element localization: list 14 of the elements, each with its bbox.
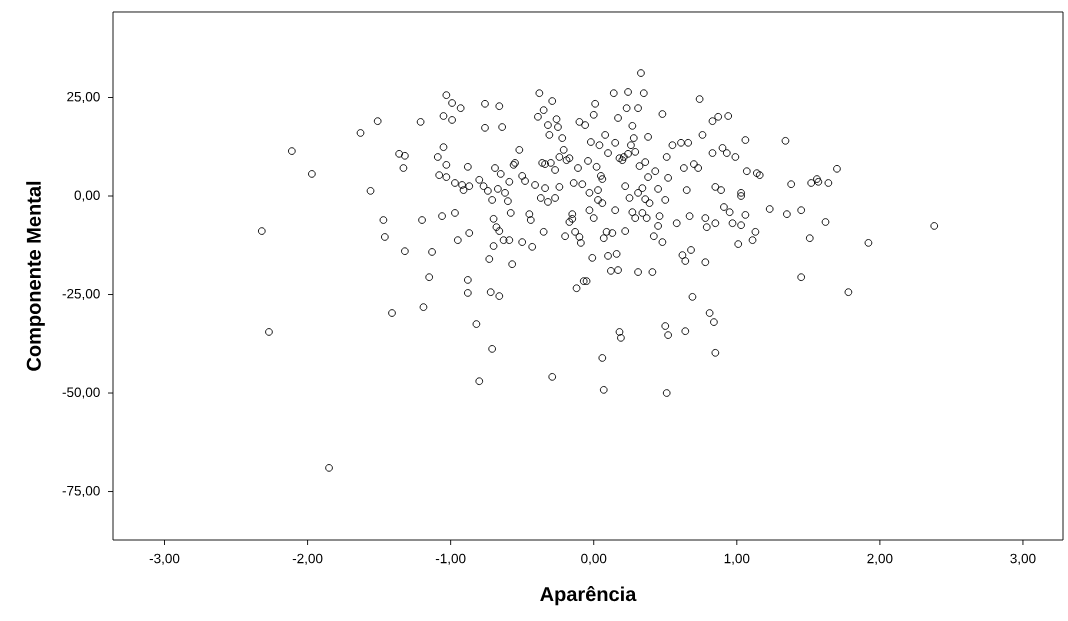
x-tick-label: -2,00 <box>292 553 323 565</box>
y-tick-label: -25,00 <box>62 288 100 301</box>
x-tick-label: 2,00 <box>867 553 893 565</box>
x-tick-label: 1,00 <box>724 553 750 565</box>
y-tick-label: 0,00 <box>74 190 100 202</box>
x-tick-label: 0,00 <box>581 553 607 565</box>
y-tick-label: -75,00 <box>62 485 100 498</box>
x-tick-label: -3,00 <box>149 553 180 565</box>
y-tick-label: -50,00 <box>62 387 100 399</box>
y-tick-label: 25,00 <box>67 91 100 104</box>
y-axis-title: Componente Mental <box>26 181 45 371</box>
x-axis-title: Aparência <box>540 586 637 606</box>
x-tick-label: 3,00 <box>1010 553 1036 565</box>
x-tick-label: -1,00 <box>435 553 466 565</box>
